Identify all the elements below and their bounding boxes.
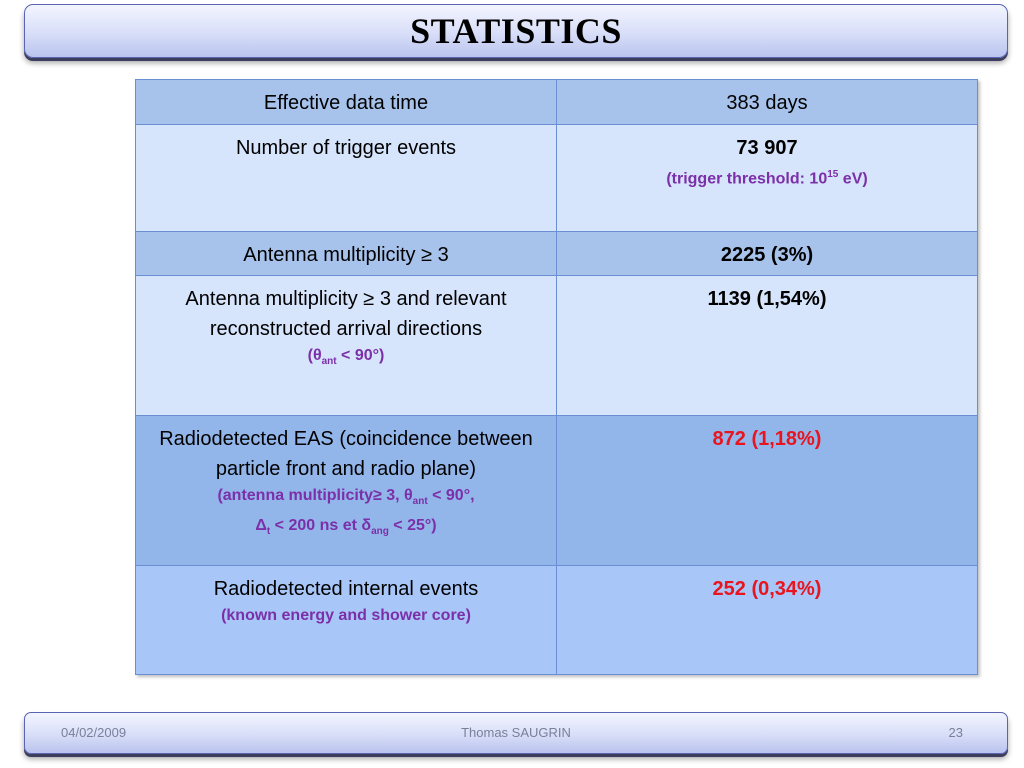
row-label: Radiodetected internal events (known ene…: [135, 565, 557, 675]
row-label: Antenna multiplicity ≥ 3: [135, 231, 557, 276]
value-text-highlighted: 252 (0,34%): [712, 578, 822, 600]
note-subscript: ang: [371, 526, 389, 538]
table-row: Antenna multiplicity ≥ 3 and relevant re…: [135, 275, 978, 416]
value-text: 73 907: [736, 137, 798, 159]
note-text: Δ: [255, 517, 267, 535]
note-text: < 90°): [336, 347, 385, 364]
value-text-highlighted: 872 (1,18%): [712, 428, 822, 450]
value-text: 1139 (1,54%): [707, 288, 827, 310]
label-text: Radiodetected internal events: [213, 578, 479, 600]
footer-page-number: 23: [948, 725, 963, 740]
table-row: Radiodetected EAS (coincidence between p…: [135, 415, 978, 566]
label-note: (antenna multiplicity≥ 3, θant < 90°, Δt …: [150, 484, 542, 544]
note-subscript: ant: [412, 496, 428, 508]
row-label: Radiodetected EAS (coincidence between p…: [135, 415, 557, 566]
table-row: Effective data time 383 days: [135, 79, 978, 125]
value-note: (trigger threshold: 1015 eV): [571, 163, 963, 191]
label-text: Antenna multiplicity ≥ 3 and relevant re…: [185, 288, 507, 340]
note-text: eV): [838, 170, 868, 188]
statistics-table: Effective data time 383 days Number of t…: [135, 79, 978, 675]
row-label: Effective data time: [135, 79, 557, 125]
table-row: Antenna multiplicity ≥ 3 2225 (3%): [135, 231, 978, 276]
row-value: 252 (0,34%): [556, 565, 978, 675]
row-label: Antenna multiplicity ≥ 3 and relevant re…: [135, 275, 557, 416]
value-text: 2225 (3%): [720, 244, 814, 266]
note-text: < 200 ns et δ: [270, 517, 372, 535]
label-text: Effective data time: [263, 92, 429, 114]
footer-banner: 04/02/2009 Thomas SAUGRIN 23: [24, 712, 1008, 754]
row-value: 73 907 (trigger threshold: 1015 eV): [556, 124, 978, 232]
note-superscript: 15: [827, 169, 839, 180]
slide-title: STATISTICS: [410, 11, 622, 51]
note-subscript: t: [266, 526, 271, 538]
label-note: (θant < 90°): [150, 344, 542, 374]
note-text: < 25°): [388, 517, 437, 535]
label-text: Radiodetected EAS (coincidence between p…: [159, 428, 533, 480]
row-value: 872 (1,18%): [556, 415, 978, 566]
value-text: 383 days: [726, 92, 808, 114]
label-text: Antenna multiplicity ≥ 3: [243, 244, 449, 266]
table-row: Radiodetected internal events (known ene…: [135, 565, 978, 675]
row-label: Number of trigger events: [135, 124, 557, 232]
table-row: Number of trigger events 73 907 (trigger…: [135, 124, 978, 232]
row-value: 383 days: [556, 79, 978, 125]
note-text: (θ: [307, 347, 322, 364]
label-text: Number of trigger events: [235, 137, 457, 159]
label-note: (known energy and shower core): [221, 607, 471, 624]
footer-author: Thomas SAUGRIN: [461, 725, 571, 740]
note-text: (antenna multiplicity≥ 3, θ: [217, 487, 413, 504]
row-value: 1139 (1,54%): [556, 275, 978, 416]
note-subscript: ant: [321, 356, 337, 368]
note-text: < 90°,: [427, 487, 475, 504]
title-banner: STATISTICS: [24, 4, 1008, 58]
footer-date: 04/02/2009: [61, 725, 127, 740]
note-text: (trigger threshold: 10: [666, 170, 828, 188]
row-value: 2225 (3%): [556, 231, 978, 276]
